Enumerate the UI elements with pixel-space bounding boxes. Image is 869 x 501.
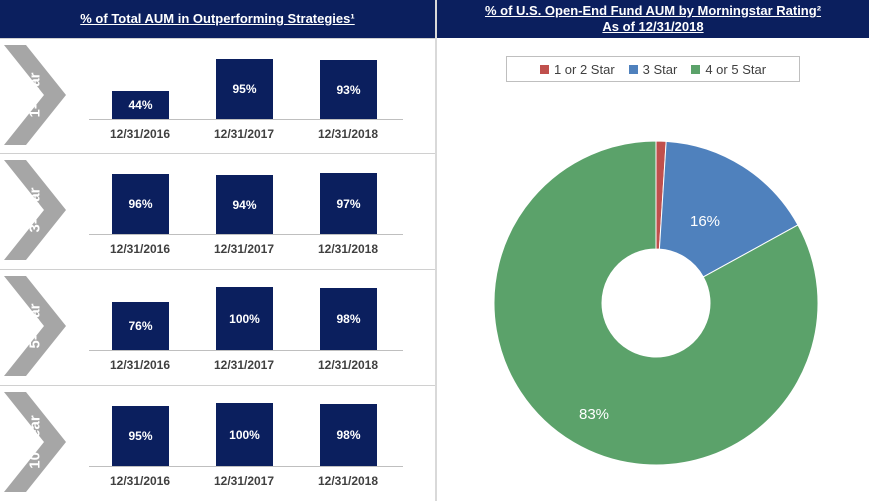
donut-slice-2 — [658, 140, 799, 278]
x-tick-label: 12/31/2016 — [109, 242, 171, 256]
bar-12-31-2016: 95% — [112, 406, 169, 466]
bar-12-31-2016: 44% — [112, 91, 169, 119]
panel-period-label: 5-Year — [26, 303, 44, 349]
donut-chart: 1%16%83% — [493, 140, 819, 466]
left-header: % of Total AUM in Outperforming Strategi… — [0, 0, 435, 38]
x-tick-label: 12/31/2018 — [317, 127, 379, 141]
donut-slice-3 — [493, 140, 819, 466]
bar-panel-4: 10-Year 95% 12/31/2016 100% 12/31/2017 98% 12/… — [0, 385, 435, 497]
left-header-title: % of Total AUM in Outperforming Strategi… — [80, 11, 355, 26]
x-tick-label: 12/31/2017 — [213, 127, 275, 141]
legend-swatch-star3 — [628, 64, 638, 74]
bar-panel-1: 1-Year 44% 12/31/2016 95% 12/31/2017 93% 12/31… — [0, 38, 435, 150]
legend-item-star45: 4 or 5 Star — [691, 62, 766, 77]
legend-item-star3: 3 Star — [628, 61, 678, 77]
bar-panel-3: 5-Year 76% 12/31/2016 100% 12/31/2017 98% 12/3… — [0, 269, 435, 381]
x-tick-label: 12/31/2017 — [213, 474, 275, 488]
legend-label-star12: 1 or 2 Star — [553, 61, 615, 77]
bar-12-31-2016: 96% — [112, 174, 169, 234]
panel-period-label: 10-Year — [26, 415, 44, 469]
x-tick-label: 12/31/2016 — [109, 127, 171, 141]
chevron-shape — [4, 276, 66, 376]
chevron-arrow-icon — [4, 276, 66, 376]
right-header: % of U.S. Open-End Fund AUM by Morningst… — [437, 0, 869, 38]
bar-12-31-2018: 98% — [320, 288, 377, 350]
vertical-divider — [435, 0, 437, 501]
donut-label-2: 16% — [690, 213, 720, 230]
bar-12-31-2017: 95% — [216, 59, 273, 119]
x-tick-label: 12/31/2017 — [213, 358, 275, 372]
x-tick-label: 12/31/2018 — [317, 242, 379, 256]
bar-12-31-2017: 100% — [216, 287, 273, 350]
chevron-shape — [4, 160, 66, 260]
x-tick-label: 12/31/2018 — [317, 474, 379, 488]
bar-12-31-2018: 97% — [320, 173, 377, 234]
right-header-title: % of U.S. Open-End Fund AUM by Morningst… — [484, 3, 822, 18]
x-axis-line — [89, 119, 403, 120]
x-tick-label: 12/31/2016 — [109, 474, 171, 488]
donut-label-3: 83% — [579, 406, 609, 423]
bar-12-31-2017: 100% — [216, 403, 273, 466]
legend-item-star12: 1 or 2 Star — [539, 61, 615, 77]
legend-swatch-star45 — [691, 64, 701, 74]
panel-period-label: 3-Year — [26, 187, 44, 233]
x-tick-label: 12/31/2017 — [213, 242, 275, 256]
x-axis-line — [89, 234, 403, 235]
x-tick-label: 12/31/2018 — [317, 358, 379, 372]
chevron-shape — [4, 45, 66, 145]
x-axis-line — [89, 466, 403, 467]
right-header-subtitle: As of 12/31/2018 — [602, 19, 704, 34]
x-axis-line — [89, 350, 403, 351]
bar-panel-2: 3-Year 96% 12/31/2016 94% 12/31/2017 97% 12/31… — [0, 153, 435, 265]
x-tick-label: 12/31/2016 — [109, 358, 171, 372]
chevron-arrow-icon — [4, 45, 66, 145]
bar-12-31-2016: 76% — [112, 302, 169, 350]
chevron-shape — [4, 392, 66, 492]
bar-12-31-2018: 98% — [320, 404, 377, 466]
legend-label-star45: 4 or 5 Star — [705, 61, 767, 77]
bar-12-31-2017: 94% — [216, 175, 273, 234]
chevron-arrow-icon — [4, 160, 66, 260]
pie-legend: 1 or 2 Star 3 Star 4 or 5 Star — [506, 56, 800, 82]
chevron-arrow-icon — [4, 392, 66, 492]
bar-12-31-2018: 93% — [320, 60, 377, 119]
panel-period-label: 1-Year — [26, 72, 44, 118]
legend-label-star3: 3 Star — [642, 61, 678, 77]
legend-swatch-star12 — [539, 64, 549, 74]
